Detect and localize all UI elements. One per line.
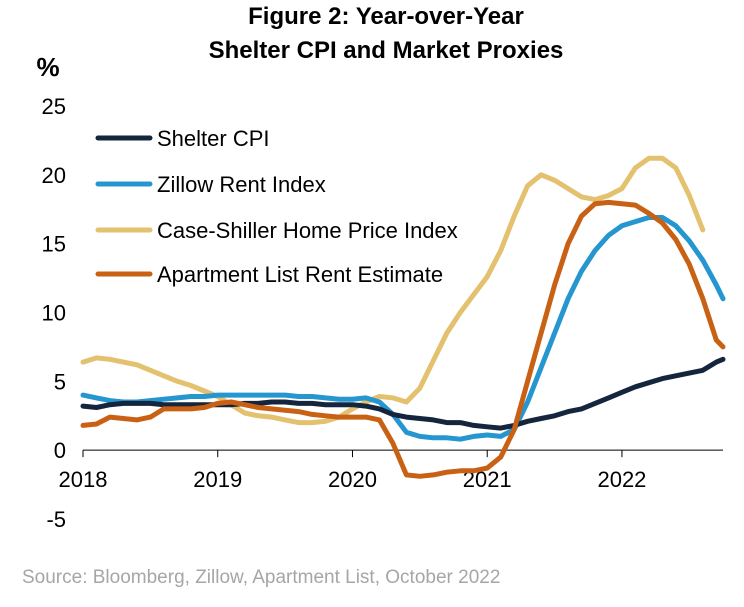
y-axis-unit-label: % bbox=[36, 52, 59, 82]
y-tick-label: 10 bbox=[42, 301, 66, 326]
legend-label: Zillow Rent Index bbox=[157, 172, 326, 197]
x-axis: 2018 2019 2020 2021 2022 bbox=[59, 449, 723, 492]
x-tick-label: 2019 bbox=[193, 467, 242, 492]
series-line-case-shiller-home-price-index bbox=[80, 155, 706, 426]
x-tick-label: 2020 bbox=[328, 467, 377, 492]
y-tick-label: 20 bbox=[42, 163, 66, 188]
y-tick-label: 5 bbox=[54, 369, 66, 394]
legend-label: Shelter CPI bbox=[157, 126, 270, 151]
x-tick-label: 2018 bbox=[59, 467, 108, 492]
series-lines bbox=[80, 155, 726, 479]
y-tick-label: 15 bbox=[42, 232, 66, 257]
series-line-zillow-rent-index bbox=[80, 215, 726, 442]
chart-title-line-2: Shelter CPI and Market Proxies bbox=[209, 37, 564, 64]
y-axis-ticks: 25 20 15 10 5 0 -5 bbox=[42, 94, 66, 532]
legend: Shelter CPI Zillow Rent Index Case-Shiller… bbox=[95, 126, 458, 287]
series-line-apartment-list-rent-estimate bbox=[80, 199, 726, 479]
legend-label: Case-Shiller Home Price Index bbox=[157, 218, 458, 243]
y-tick-label: 0 bbox=[54, 438, 66, 463]
y-tick-label: -5 bbox=[46, 507, 66, 532]
x-tick-label: 2022 bbox=[597, 467, 646, 492]
chart-title-line-1: Figure 2: Year-over-Year bbox=[248, 3, 524, 30]
legend-label: Apartment List Rent Estimate bbox=[157, 262, 443, 287]
y-tick-label: 25 bbox=[42, 94, 66, 119]
source-note: Source: Bloomberg, Zillow, Apartment Lis… bbox=[22, 567, 500, 588]
series-line-shelter-cpi bbox=[80, 356, 726, 431]
